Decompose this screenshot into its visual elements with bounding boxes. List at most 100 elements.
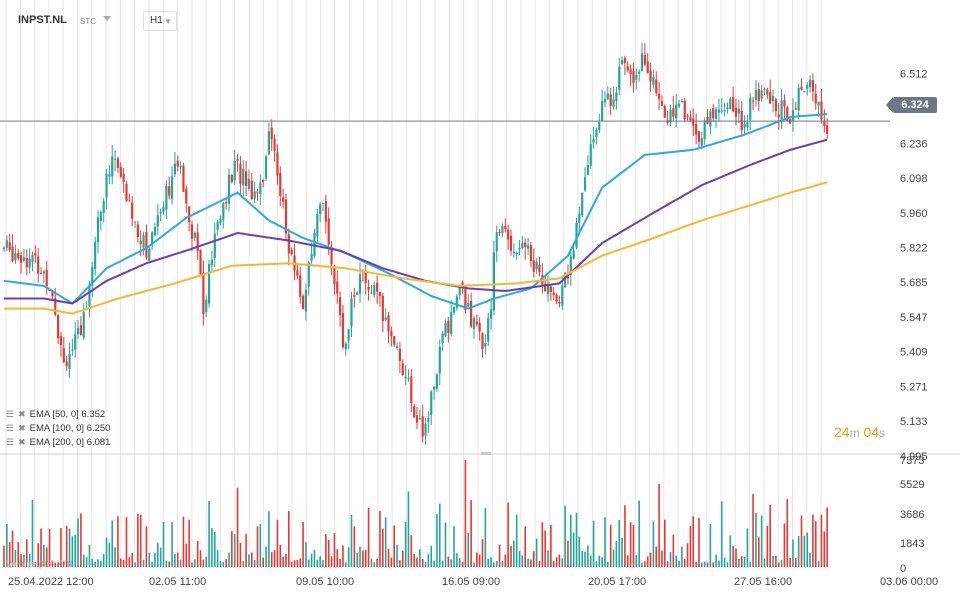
volume-bar: [826, 507, 828, 567]
candle-body: [210, 259, 214, 266]
candle-body: [555, 294, 558, 302]
candle-body: [42, 271, 45, 274]
volume-bar: [416, 557, 418, 567]
volume-bar: [216, 550, 219, 567]
ema-line-50: [3, 113, 828, 310]
volume-bar: [319, 556, 321, 567]
volume-bar: [456, 553, 458, 567]
volume-bar: [453, 526, 455, 567]
volume-bar: [376, 558, 378, 567]
indicator-ema-50[interactable]: ☰ ✖ EMA [50, 0] 6.352: [6, 409, 105, 420]
candle-body: [703, 120, 706, 140]
candle-body: [495, 232, 498, 252]
volume-bar: [233, 534, 236, 567]
candle-body: [492, 252, 496, 311]
candle-body: [22, 257, 26, 261]
volume-bar: [20, 554, 22, 567]
candle-body: [478, 322, 481, 332]
volume-bar: [401, 550, 404, 567]
indicator-ema-200[interactable]: ☰ ✖ EMA [200, 0] 6.081: [6, 437, 110, 448]
volume-bar: [769, 504, 771, 567]
candle-body: [273, 138, 276, 151]
candle-body: [387, 315, 390, 332]
timeframe-selector[interactable]: H1 ▼: [143, 11, 177, 31]
volume-bar: [6, 523, 8, 567]
volume-bar: [54, 562, 57, 567]
candle-body: [774, 99, 777, 112]
indicator-ema-100[interactable]: ☰ ✖ EMA [100, 0] 6.250: [6, 423, 110, 434]
volume-bar: [293, 560, 296, 567]
candle-body: [646, 61, 649, 73]
volume-bar: [820, 514, 823, 567]
indicator-label: EMA: [29, 409, 50, 420]
symbol-label[interactable]: INPST.NL: [18, 14, 67, 26]
volume-bar: [11, 530, 14, 567]
volume-bar: [578, 536, 581, 567]
volume-bar: [609, 524, 612, 567]
volume-bar: [316, 559, 319, 567]
candle-body: [549, 286, 552, 292]
volume-bar: [504, 554, 507, 567]
candle-countdown: 24m 04s: [834, 424, 885, 440]
close-icon[interactable]: ✖: [18, 437, 26, 447]
indicator-value: 6.352: [81, 409, 106, 420]
volume-bar: [179, 559, 182, 567]
volume-bar: [162, 521, 165, 567]
close-icon[interactable]: ✖: [18, 423, 26, 433]
candle-body: [358, 273, 362, 294]
candle-body: [700, 138, 703, 146]
candle-body: [615, 92, 618, 102]
volume-bar: [689, 525, 692, 567]
volume-bar: [458, 558, 461, 567]
list-icon[interactable]: ☰: [6, 423, 15, 433]
candle-body: [51, 290, 54, 297]
candle-body: [757, 89, 760, 102]
volume-bar: [228, 552, 230, 567]
volume-bar: [803, 535, 806, 567]
candle-body: [14, 253, 17, 261]
candle-body: [535, 261, 538, 270]
candle-body: [125, 183, 128, 202]
volume-bar: [718, 560, 720, 567]
candle-body: [592, 139, 595, 143]
volume-bar: [117, 516, 119, 567]
candle-body: [518, 248, 521, 250]
candle-body: [626, 66, 629, 71]
volume-bar: [307, 559, 310, 567]
candle-body: [356, 292, 359, 295]
candle-body: [794, 108, 797, 110]
volume-bar: [34, 562, 37, 567]
list-icon[interactable]: ☰: [6, 409, 15, 419]
candle-body: [142, 235, 145, 248]
volume-bar: [812, 514, 814, 567]
volume-bar: [538, 560, 541, 567]
volume-bar: [71, 536, 74, 567]
candle-body: [481, 333, 484, 350]
candle-body: [435, 374, 439, 389]
candle-body: [649, 70, 652, 82]
volume-bar: [444, 522, 447, 567]
volume-bar: [729, 535, 732, 567]
chevron-down-icon[interactable]: [101, 13, 113, 25]
candle-body: [441, 333, 444, 344]
close-icon[interactable]: ✖: [18, 409, 26, 419]
volume-bar: [88, 544, 91, 567]
volume-bar: [601, 557, 603, 567]
volume-bar: [532, 551, 535, 567]
candle-body: [296, 270, 299, 276]
volume-bar: [695, 561, 697, 567]
candle-body: [401, 363, 404, 376]
volume-bar: [14, 549, 17, 567]
candle-body: [737, 108, 740, 114]
candle-body: [245, 171, 248, 186]
volume-y-tick-label: 7373: [900, 455, 924, 467]
volume-bar: [191, 562, 193, 567]
volume-bar: [521, 555, 524, 567]
volume-bar: [219, 560, 222, 567]
volume-bar: [629, 522, 632, 567]
countdown-minutes: 24: [834, 424, 850, 440]
candle-body: [122, 173, 125, 182]
volume-bar: [527, 558, 529, 567]
list-icon[interactable]: ☰: [6, 437, 15, 447]
